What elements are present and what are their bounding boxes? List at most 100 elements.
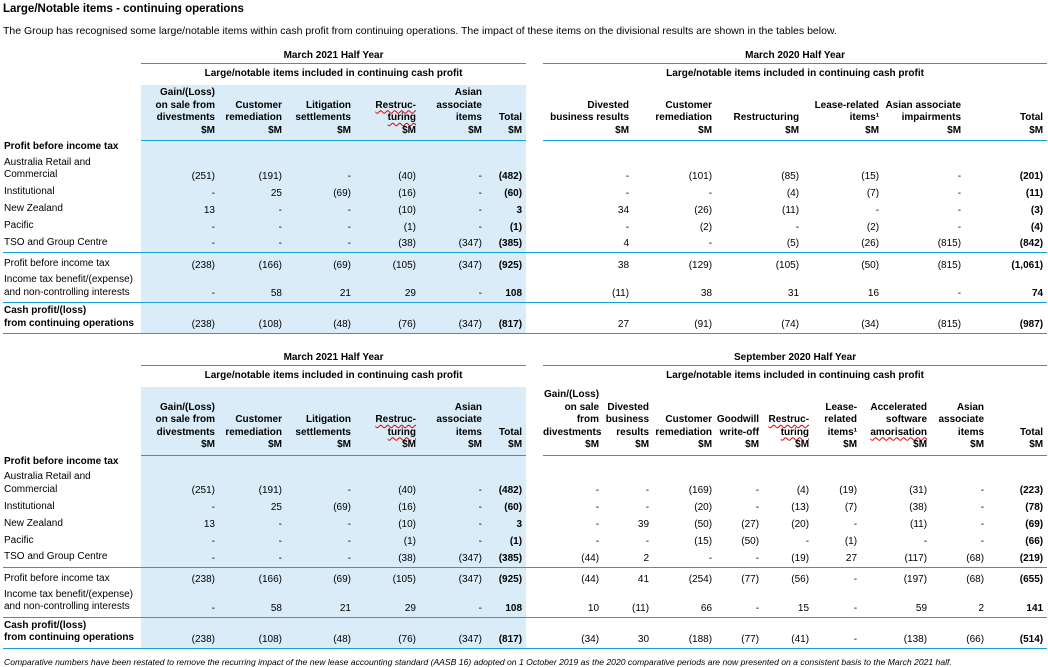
value-cell: (68) bbox=[931, 566, 989, 588]
column-header-line: $M bbox=[268, 124, 282, 136]
value-cell: (44) bbox=[581, 552, 600, 564]
value-cell: (50) bbox=[803, 252, 884, 274]
column-header-line: Gain/(Loss) bbox=[159, 87, 215, 98]
column-header-line: $M bbox=[337, 124, 351, 136]
column-header: Restruc-turing $M bbox=[763, 387, 814, 456]
division-row: New Zealand 13- - (10) -3-39 (50) (27) (20) - (11… bbox=[3, 516, 1047, 533]
gap-cell bbox=[526, 50, 543, 64]
value-cell: - bbox=[420, 218, 486, 236]
value-cell: (197) bbox=[861, 566, 932, 588]
division-row: Pacific - - - (1) - (1) - (2) - (2) - (4) bbox=[3, 218, 1047, 236]
value-cell: - bbox=[141, 550, 219, 567]
value-cell: (11) bbox=[612, 288, 630, 299]
value-cell: - bbox=[957, 187, 962, 199]
column-header-line: Total bbox=[498, 112, 523, 123]
column-header-line: divestments bbox=[156, 426, 215, 438]
column-header-line: Restruc- bbox=[375, 99, 416, 111]
value-cell: (78) bbox=[1025, 502, 1044, 513]
value-cell: (34) bbox=[543, 616, 604, 649]
value-cell bbox=[988, 455, 1047, 471]
column-header: Customer remediation $M bbox=[219, 387, 286, 456]
value-cell: (38) bbox=[355, 550, 420, 567]
value-cell bbox=[141, 455, 219, 471]
value-cell: (815) bbox=[883, 252, 966, 274]
value-cell: - bbox=[755, 502, 760, 513]
value-cell: (13) bbox=[791, 502, 810, 513]
column-header-line: Asian associate bbox=[885, 99, 962, 111]
value-cell: - bbox=[980, 485, 985, 496]
column-header-line: Lease-related bbox=[814, 99, 880, 111]
group-subtitle: Large/notable items included in continui… bbox=[204, 370, 463, 381]
value-cell: - bbox=[923, 536, 928, 547]
column-header: Total $M bbox=[965, 85, 1048, 141]
spacer-cell bbox=[3, 64, 141, 86]
gap-cell bbox=[526, 64, 543, 86]
column-header-line: remediation bbox=[655, 112, 713, 123]
value-cell: (188) bbox=[653, 616, 717, 649]
value-cell bbox=[716, 455, 763, 471]
gap-cell bbox=[526, 616, 544, 649]
row-label: Profit before income tax bbox=[4, 141, 119, 152]
column-header-line: Gain/(Loss) bbox=[544, 389, 600, 400]
value-cell: (69) bbox=[286, 252, 355, 274]
value-cell: (117) bbox=[904, 552, 928, 564]
row-label: Cash profit/(loss) from continuing opera… bbox=[3, 302, 141, 334]
value-cell: (50) bbox=[741, 536, 760, 547]
value-cell: - bbox=[286, 201, 355, 219]
value-cell: - bbox=[141, 184, 219, 202]
value-cell: (69) bbox=[286, 184, 355, 202]
value-cell: (34) bbox=[803, 302, 884, 334]
value-cell: (26) bbox=[694, 204, 713, 216]
column-header-line: results bbox=[616, 426, 650, 438]
value-cell: 25 bbox=[219, 184, 286, 202]
value-cell: (251) bbox=[141, 471, 219, 499]
value-cell: 108 bbox=[486, 273, 527, 303]
value-cell bbox=[219, 140, 286, 157]
value-cell: (5) bbox=[786, 238, 800, 249]
column-header-line: $M bbox=[201, 439, 215, 450]
value-cell: - bbox=[853, 519, 858, 530]
value-cell: - bbox=[219, 235, 286, 253]
gap-cell bbox=[526, 566, 544, 588]
value-cell: (347) bbox=[420, 616, 486, 649]
gap-cell bbox=[526, 387, 543, 455]
gap-cell bbox=[526, 219, 543, 236]
value-cell: (105) bbox=[355, 566, 420, 588]
column-header-line: Customer bbox=[235, 414, 282, 425]
value-cell: - bbox=[625, 187, 630, 199]
column-header-line: Customer bbox=[665, 99, 713, 111]
value-cell: (191) bbox=[219, 156, 286, 185]
column-header-line: turing bbox=[780, 426, 810, 438]
value-cell bbox=[543, 141, 633, 157]
column-header-line: settlements bbox=[295, 112, 351, 123]
period-header: September 2020 Half Year bbox=[543, 352, 1048, 366]
column-header: Restructuring $M bbox=[716, 85, 804, 141]
column-header-line: items bbox=[455, 426, 482, 438]
column-header-line: $M bbox=[635, 439, 650, 450]
value-cell: - bbox=[420, 499, 486, 516]
value-cell: - bbox=[595, 536, 600, 547]
value-cell: 21 bbox=[286, 273, 355, 303]
value-cell: (925) bbox=[486, 566, 527, 588]
value-cell bbox=[931, 455, 988, 471]
value-cell: (169) bbox=[688, 485, 713, 496]
value-cell: - bbox=[957, 288, 962, 299]
value-cell: - bbox=[708, 187, 713, 199]
column-header-line: $M bbox=[615, 124, 630, 136]
division-row: Institutional -25 (69) (16) - (60) - - (4) (7) - (1… bbox=[3, 184, 1047, 202]
column-header: Litigation settlements $M bbox=[286, 85, 355, 141]
column-header-line: Litigation bbox=[306, 414, 351, 425]
gap-cell bbox=[526, 236, 543, 253]
value-cell: (347) bbox=[420, 550, 486, 567]
spacer-cell bbox=[3, 352, 141, 366]
value-cell bbox=[219, 455, 286, 471]
value-cell: - bbox=[957, 221, 962, 233]
column-header-line: Gain/(Loss) bbox=[159, 401, 215, 413]
column-header-line: write-off bbox=[719, 426, 760, 438]
value-cell: (10) bbox=[355, 201, 420, 219]
gap-cell bbox=[526, 366, 543, 388]
value-cell: (11) bbox=[910, 519, 928, 530]
column-header-line: remediation bbox=[225, 112, 282, 123]
value-cell: (238) bbox=[141, 566, 219, 588]
value-cell: (10) bbox=[355, 516, 420, 533]
